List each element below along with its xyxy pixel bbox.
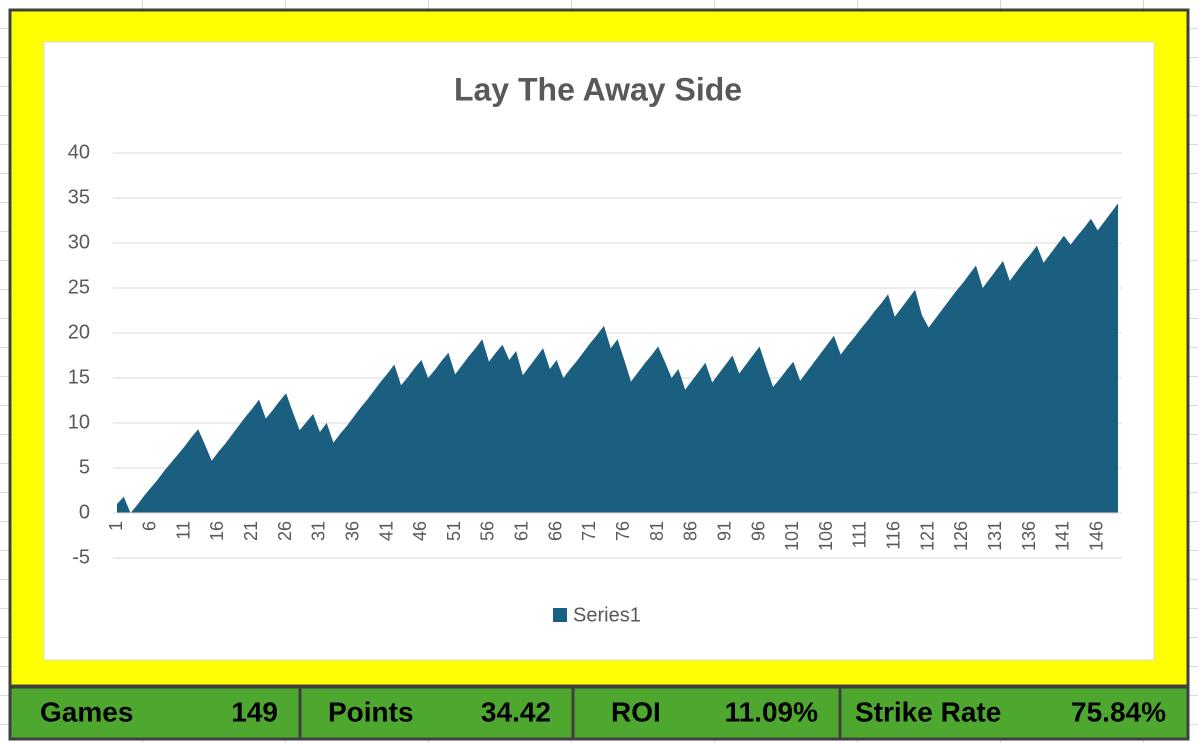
- legend-label: Series1: [573, 604, 641, 626]
- x-tick-label: 111: [850, 521, 870, 548]
- x-tick-label: 66: [545, 521, 565, 541]
- x-tick-label: 16: [207, 521, 227, 541]
- stat-value: 149: [231, 696, 278, 727]
- y-tick-label: 25: [68, 276, 90, 298]
- x-tick-label: 81: [647, 521, 667, 541]
- stat-cell: [571, 685, 842, 741]
- y-tick-label: 35: [68, 186, 90, 208]
- x-tick-label: 146: [1086, 521, 1106, 551]
- stat-label: Strike Rate: [855, 696, 1001, 727]
- x-tick-label: 131: [985, 521, 1005, 551]
- x-tick-label: 31: [309, 521, 329, 541]
- area: [117, 203, 1118, 513]
- x-tick-label: 56: [478, 521, 498, 541]
- x-tick-label: 141: [1053, 521, 1073, 551]
- x-tick-label: 71: [579, 521, 599, 541]
- x-tick-label: 36: [342, 521, 362, 541]
- x-tick-label: 106: [816, 521, 836, 551]
- stat-cell: [8, 685, 302, 741]
- x-tick-label: 116: [884, 521, 904, 550]
- stat-value: 34.42: [481, 696, 551, 727]
- x-tick-label: 101: [782, 521, 802, 551]
- legend-swatch: [553, 608, 567, 622]
- x-tick-label: 86: [681, 521, 701, 541]
- x-tick-label: 46: [410, 521, 430, 541]
- x-tick-label: 121: [917, 521, 937, 551]
- y-tick-label: 15: [68, 366, 90, 388]
- chart-title: Lay The Away Side: [454, 71, 742, 107]
- y-tick-label: 10: [68, 411, 90, 433]
- stat-value: 11.09%: [725, 696, 819, 727]
- x-tick-label: 11: [173, 521, 193, 540]
- x-tick-label: 76: [613, 521, 633, 541]
- y-tick-label: 30: [68, 231, 90, 253]
- stats-bar: Games 149 Points 34.42 ROI 11.09% Strike Rate 7…: [8, 685, 1190, 741]
- x-tick-label: 91: [714, 521, 734, 541]
- y-tick-label: -5: [72, 546, 90, 568]
- x-tick-label: 61: [512, 521, 532, 541]
- y-tick-label: 5: [79, 456, 90, 478]
- stat-label: Points: [328, 696, 414, 727]
- x-tick-label: 6: [140, 521, 160, 531]
- y-tick-label: 40: [68, 141, 90, 163]
- y-tick-label: 0: [79, 501, 90, 523]
- x-tick-label: 21: [241, 521, 261, 541]
- x-tick-label: 26: [275, 521, 295, 541]
- y-tick-label: 20: [68, 321, 90, 343]
- x-tick-label: 1: [106, 521, 126, 531]
- x-tick-label: 41: [376, 521, 396, 541]
- stat-label: ROI: [611, 696, 661, 727]
- x-tick-label: 126: [951, 521, 971, 551]
- stat-value: 75.84%: [1071, 696, 1166, 727]
- x-tick-label: 136: [1019, 521, 1039, 551]
- stat-label: Games: [40, 696, 133, 727]
- x-tick-label: 96: [748, 521, 768, 541]
- stat-cell: [838, 685, 1190, 741]
- x-tick-label: 51: [444, 521, 464, 541]
